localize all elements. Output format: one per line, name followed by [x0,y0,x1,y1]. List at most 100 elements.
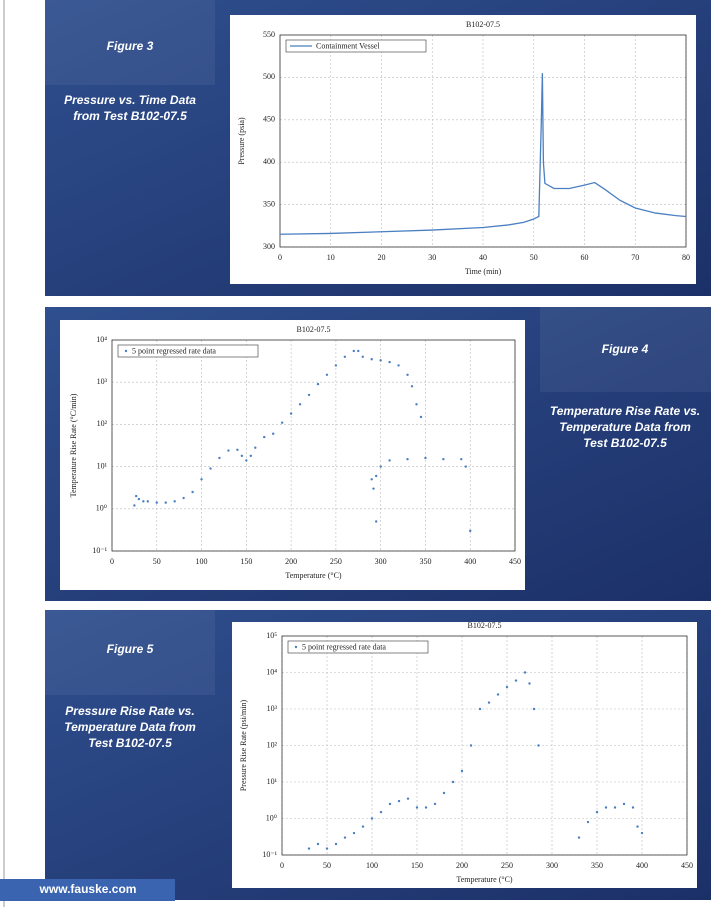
point [464,465,467,468]
plot-frame [111,339,516,552]
point [388,360,391,364]
y-tick-label: 10⁴ [266,667,277,676]
point [307,393,311,397]
x-tick-label: 450 [681,861,693,870]
x-tick-label: 10 [327,253,335,262]
x-tick-label: 50 [153,557,161,566]
point [370,478,373,481]
point [523,671,527,674]
figure-label: Figure 4 [602,342,649,356]
y-tick-label: 350 [263,199,275,208]
point [289,412,293,415]
point [419,415,423,419]
point [415,806,419,809]
panel-band [45,610,215,695]
point [370,358,373,361]
point [164,501,167,504]
legend-box [285,39,427,53]
point [316,842,320,846]
x-tick-label: 300 [546,861,558,870]
point [334,842,338,846]
point [442,457,445,461]
figure-label: Figure 5 [107,642,154,656]
point [537,744,540,747]
point [388,802,392,806]
point [298,403,302,406]
point [374,520,378,523]
y-tick-label: 10⁰ [96,504,107,513]
x-tick-label: 20 [378,253,386,262]
point [469,529,472,533]
point [406,457,409,461]
point [370,817,374,820]
point [451,780,455,784]
chart-title: B102-07.5 [297,325,331,334]
x-tick-label: 100 [366,861,378,870]
point [487,701,491,704]
legend-label: 5 point regressed rate data [132,346,216,355]
caption: Test B102-07.5 [583,436,667,450]
y-tick-label: 10⁻¹ [262,850,277,859]
point [352,831,356,835]
caption: Test B102-07.5 [88,736,172,750]
point [155,501,158,504]
point [200,478,203,481]
point [415,403,418,406]
footer-url: www.fauske.com [39,882,137,896]
point [325,847,329,850]
panel-band [45,0,215,85]
point [209,467,212,470]
point [505,685,509,689]
y-tick-label: 10¹ [97,461,108,470]
point [227,449,230,452]
point [469,744,473,747]
point [343,836,347,839]
point [133,504,136,507]
legend-label: 5 point regressed rate data [302,642,386,651]
x-tick-label: 400 [464,557,476,566]
x-tick-label: 0 [110,557,114,566]
point [374,474,378,478]
point [631,806,635,809]
figure-label: Figure 3 [107,39,154,53]
y-tick-label: 10² [267,740,278,749]
x-tick-label: 40 [479,253,487,262]
point [433,802,437,806]
y-tick-label: 10³ [97,377,108,386]
point [397,799,401,803]
point [604,806,608,809]
x-tick-label: 50 [530,253,538,262]
y-tick-label: 10⁵ [266,631,277,640]
point [406,797,410,800]
x-tick-label: 70 [631,253,639,262]
x-axis-label: Temperature (°C) [285,571,342,580]
point [218,456,221,460]
point [379,810,383,814]
point [352,349,355,353]
point [334,364,338,367]
y-tick-label: 300 [263,242,275,251]
point [249,454,253,458]
y-tick-label: 10⁴ [96,335,107,344]
x-tick-label: 80 [682,253,690,262]
y-tick-label: 10¹ [267,777,278,786]
x-tick-label: 150 [411,861,423,870]
point [397,364,400,367]
x-tick-label: 350 [591,861,603,870]
point [272,432,275,435]
point [134,494,138,498]
chart-box [60,320,525,590]
point [514,679,518,682]
point [406,373,409,376]
point [146,500,150,503]
point [460,457,463,461]
y-tick-label: 550 [263,30,275,39]
x-tick-label: 0 [280,861,284,870]
point [478,707,482,711]
point [460,769,464,773]
point [263,435,266,439]
y-tick-label: 10⁰ [266,813,277,822]
point [191,490,194,494]
point [442,791,446,795]
